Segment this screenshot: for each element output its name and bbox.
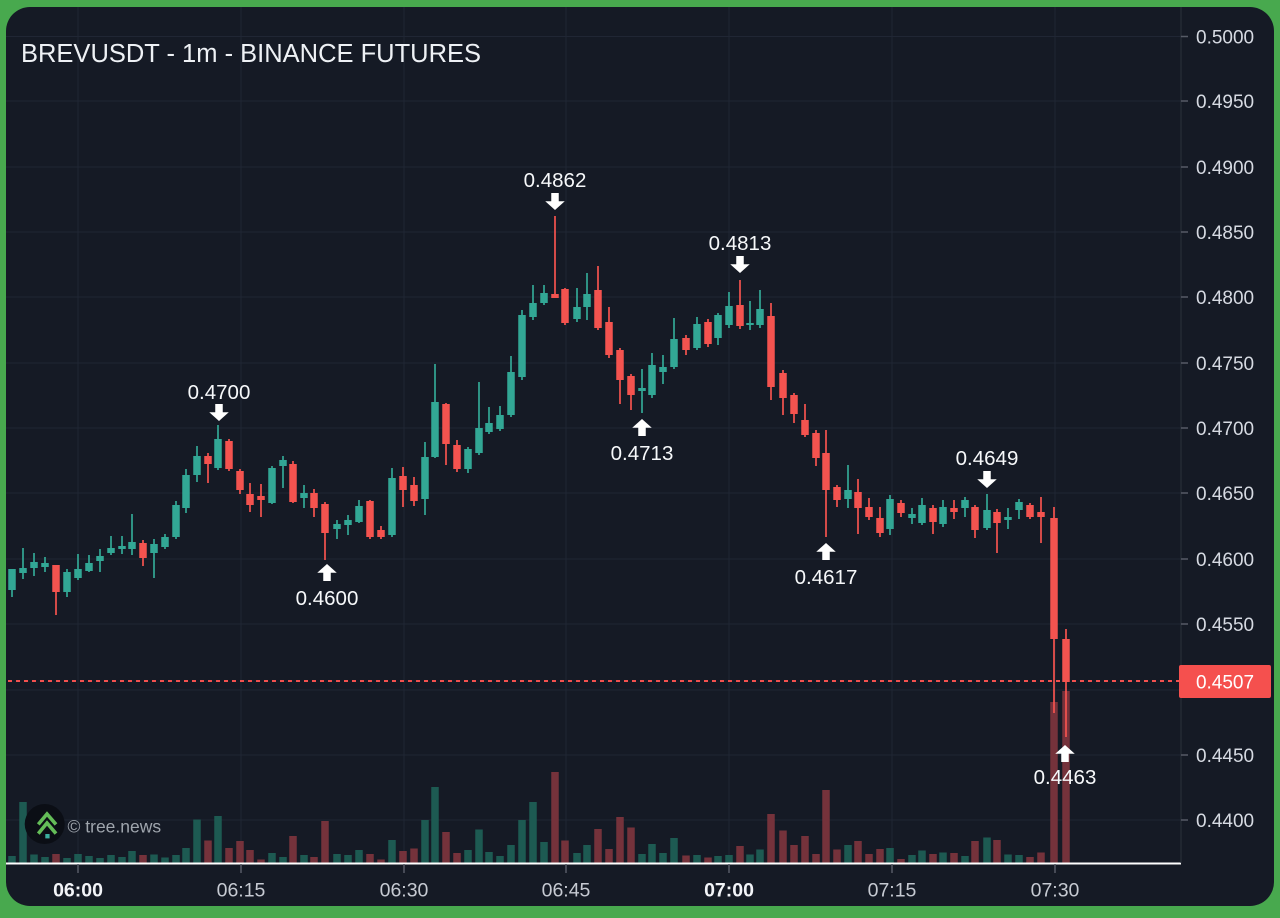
svg-text:0.4800: 0.4800	[1196, 288, 1254, 309]
svg-text:0.4700: 0.4700	[1196, 419, 1254, 440]
svg-text:0.4862: 0.4862	[524, 169, 587, 192]
svg-text:0.4713: 0.4713	[611, 442, 674, 465]
svg-text:06:15: 06:15	[217, 880, 266, 902]
svg-text:0.4650: 0.4650	[1196, 484, 1254, 505]
svg-text:© tree.news: © tree.news	[68, 817, 162, 837]
svg-text:0.4850: 0.4850	[1196, 223, 1254, 244]
svg-text:0.4450: 0.4450	[1196, 746, 1254, 767]
svg-text:07:00: 07:00	[704, 880, 754, 902]
svg-text:0.4400: 0.4400	[1196, 811, 1254, 832]
svg-text:0.4463: 0.4463	[1034, 766, 1097, 789]
svg-text:0.4507: 0.4507	[1196, 673, 1254, 694]
svg-text:BREVUSDT - 1m - BINANCE FUTURE: BREVUSDT - 1m - BINANCE FUTURES	[21, 40, 481, 68]
svg-text:0.4750: 0.4750	[1196, 354, 1254, 375]
svg-text:0.4900: 0.4900	[1196, 158, 1254, 179]
svg-text:06:00: 06:00	[53, 880, 103, 902]
svg-text:06:30: 06:30	[380, 880, 429, 902]
svg-text:0.4550: 0.4550	[1196, 615, 1254, 636]
svg-text:0.4700: 0.4700	[188, 381, 251, 404]
svg-text:0.4617: 0.4617	[795, 566, 858, 589]
svg-text:0.4950: 0.4950	[1196, 92, 1254, 113]
svg-text:0.4813: 0.4813	[709, 232, 772, 255]
svg-text:0.4600: 0.4600	[1196, 550, 1254, 571]
svg-text:0.4600: 0.4600	[296, 587, 359, 610]
svg-text:06:45: 06:45	[542, 880, 591, 902]
svg-text:07:15: 07:15	[868, 880, 917, 902]
svg-text:07:30: 07:30	[1031, 880, 1080, 902]
svg-text:0.4649: 0.4649	[956, 447, 1019, 470]
svg-text:0.5000: 0.5000	[1196, 27, 1254, 48]
